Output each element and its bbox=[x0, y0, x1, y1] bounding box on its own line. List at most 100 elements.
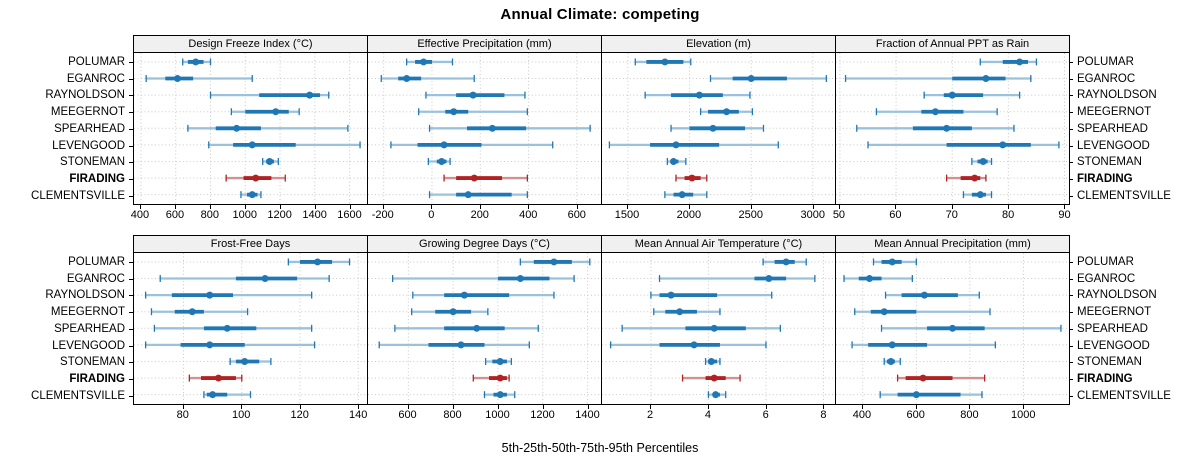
axis-tick-label: 600 bbox=[398, 409, 417, 421]
errorbar-polumar bbox=[519, 258, 591, 266]
x-axis-fraction-of-annual-ppt-as-rain: 50 60 70 80 90 bbox=[833, 205, 1071, 223]
site-label-left-raynoldson: RAYNOLDSON bbox=[45, 89, 125, 102]
errorbar-meegernot bbox=[653, 308, 721, 316]
axis-tick-label: 800 bbox=[200, 209, 220, 221]
row-tick bbox=[129, 62, 133, 63]
axis-tick-label: 6 bbox=[762, 409, 769, 421]
caption-percentiles: 5th-25th-50th-75th-95th Percentiles bbox=[501, 441, 699, 455]
axis-tick bbox=[497, 405, 499, 409]
site-label-left-clementsville: CLEMENTSVILLE bbox=[31, 389, 125, 402]
x-axis-frost-free-days: 80 100 120 140 bbox=[133, 405, 367, 423]
axis-tick bbox=[174, 205, 176, 209]
errorbar-meegernot bbox=[699, 108, 754, 116]
row-tick bbox=[129, 262, 133, 263]
axis-tick-label: 600 bbox=[567, 209, 586, 221]
panel-mean-annual-air-temperature-c: Mean Annual Air Temperature (°C) 2 4 6 8 bbox=[601, 235, 835, 423]
errorbar-stoneman bbox=[262, 158, 279, 165]
panel-plot bbox=[134, 253, 367, 404]
x-axis-elevation-m: 1500 2000 2500 3000 bbox=[601, 205, 835, 223]
axis-tick bbox=[382, 205, 384, 209]
errorbar-polumar bbox=[979, 58, 1038, 66]
site-label-left-meegernot: MEEGERNOT bbox=[50, 106, 125, 119]
axis-tick-label: 120 bbox=[290, 409, 309, 421]
panel-strip-title: Fraction of Annual PPT as Rain bbox=[835, 35, 1070, 53]
site-label-left-levengood: LEVENGOOD bbox=[52, 339, 125, 352]
axis-tick-label: 800 bbox=[443, 409, 462, 421]
errorbar-levengood bbox=[608, 141, 779, 149]
panel-plot bbox=[602, 253, 835, 404]
site-label-right-levengood: LEVENGOOD bbox=[1077, 339, 1150, 352]
site-label-left-spearhead: SPEARHEAD bbox=[54, 322, 125, 335]
errorbar-firading bbox=[443, 174, 529, 182]
panel-plot bbox=[836, 53, 1069, 204]
axis-tick-label: 400 bbox=[130, 209, 150, 221]
errorbar-meegernot bbox=[230, 108, 300, 116]
axis-tick bbox=[542, 405, 544, 409]
site-label-right-clementsville: CLEMENTSVILLE bbox=[1077, 389, 1171, 402]
x-axis-growing-degree-days-c: 600 800 1000 1200 1400 bbox=[367, 405, 601, 423]
site-label-right-meegernot: MEEGERNOT bbox=[1077, 306, 1152, 319]
errorbar-polumar bbox=[287, 258, 351, 266]
errorbar-spearhead bbox=[880, 324, 1062, 332]
axis-tick-label: 1000 bbox=[485, 409, 510, 421]
axis-tick bbox=[479, 205, 481, 209]
row-tick bbox=[129, 345, 133, 347]
panel-effective-precipitation-mm: Effective Precipitation (mm) -200 0 200 400 6… bbox=[367, 35, 601, 223]
axis-tick-label: 2500 bbox=[738, 209, 764, 221]
errorbar-spearhead bbox=[153, 324, 313, 332]
errorbar-raynoldson bbox=[209, 91, 330, 99]
axis-tick-label: 0 bbox=[428, 209, 435, 221]
site-label-right-stoneman: STONEMAN bbox=[1077, 356, 1142, 369]
site-label-left-raynoldson: RAYNOLDSON bbox=[45, 289, 125, 302]
errorbar-spearhead bbox=[394, 324, 539, 332]
axis-tick-label: 1000 bbox=[1011, 409, 1036, 421]
site-label-left-stoneman: STONEMAN bbox=[60, 156, 125, 169]
errorbar-levengood bbox=[851, 341, 996, 349]
errorbar-meegernot bbox=[411, 308, 489, 316]
panel-strip-title: Design Freeze Index (°C) bbox=[133, 35, 367, 53]
axis-tick bbox=[838, 205, 840, 209]
axis-tick-label: 8 bbox=[820, 409, 827, 421]
row-tick bbox=[129, 328, 133, 330]
site-label-left-polumar: POLUMAR bbox=[68, 56, 125, 68]
panel-strip-title: Elevation (m) bbox=[601, 35, 835, 53]
axis-tick-label: 80 bbox=[1001, 209, 1015, 221]
errorbar-raynoldson bbox=[644, 91, 751, 99]
axis-tick bbox=[576, 205, 578, 209]
errorbar-clementsville bbox=[428, 191, 529, 199]
axis-tick-label: 2 bbox=[647, 409, 654, 421]
row-tick bbox=[129, 378, 133, 380]
axis-tick bbox=[969, 405, 971, 409]
panel-fraction-of-annual-ppt-as-rain: Fraction of Annual PPT as Rain 50 60 70 80 90 bbox=[833, 35, 1071, 223]
row-tick bbox=[1069, 62, 1073, 63]
panel-mean-annual-precipitation-mm: Mean Annual Precipitation (mm) 400 600 800 1… bbox=[835, 235, 1070, 423]
errorbar-levengood bbox=[145, 341, 316, 349]
errorbar-spearhead bbox=[428, 124, 591, 132]
errorbar-levengood bbox=[609, 341, 767, 349]
errorbar-eganroc bbox=[844, 75, 1032, 83]
row-tick bbox=[1069, 162, 1073, 164]
errorbar-firading bbox=[675, 174, 708, 182]
panel-elevation-m: Elevation (m) 1500 2000 2500 3000 bbox=[601, 35, 835, 223]
errorbar-polumar bbox=[872, 258, 917, 266]
axis-tick bbox=[1064, 205, 1066, 209]
axis-tick bbox=[349, 205, 351, 209]
errorbar-firading bbox=[681, 374, 741, 382]
axis-tick bbox=[182, 405, 184, 409]
row-tick bbox=[1069, 262, 1073, 263]
errorbar-levengood bbox=[378, 341, 530, 349]
panel-strip-title: Effective Precipitation (mm) bbox=[367, 35, 601, 53]
errorbar-spearhead bbox=[856, 124, 1015, 132]
axis-tick-label: 60 bbox=[889, 209, 902, 221]
errorbar-eganroc bbox=[145, 75, 253, 83]
errorbar-firading bbox=[188, 374, 243, 382]
x-axis-effective-precipitation-mm: -200 0 200 400 600 bbox=[367, 205, 601, 223]
axis-tick bbox=[407, 405, 409, 409]
axis-tick-label: 200 bbox=[470, 209, 489, 221]
errorbar-firading bbox=[945, 174, 987, 182]
axis-tick bbox=[528, 205, 530, 209]
axis-tick bbox=[241, 405, 243, 409]
row-tick bbox=[129, 162, 133, 164]
axis-tick-label: -200 bbox=[371, 209, 394, 221]
axis-tick bbox=[895, 205, 897, 209]
